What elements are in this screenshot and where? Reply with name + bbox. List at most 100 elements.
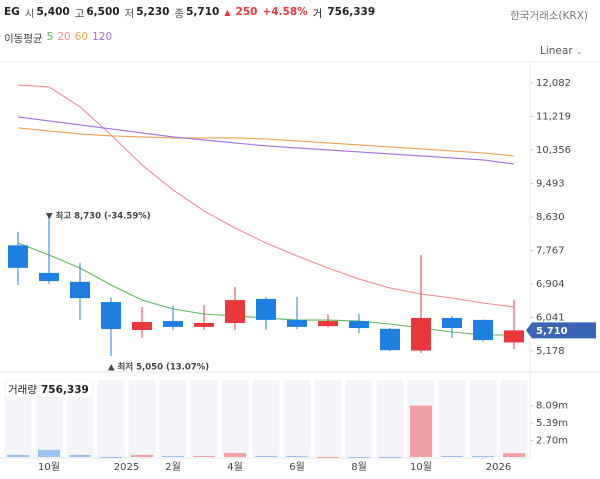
volume-column [345, 380, 373, 457]
volume-bar [224, 452, 246, 457]
field-label: 저 [124, 8, 135, 20]
change: 250 [235, 6, 258, 18]
volume-bar [317, 456, 339, 458]
annotation: ▼ 최고 8,730 (-34.59%) [46, 211, 151, 222]
field-label: 고 [74, 8, 85, 20]
chevron: ⌄ [575, 47, 583, 56]
y-tick-label: 7,767 [536, 245, 565, 256]
volume-title: 거래량 756,339 [8, 384, 89, 396]
legend-entry: 5 [46, 31, 54, 43]
quote-field: 종 5,710 [174, 6, 219, 21]
y-tick-label: 12,082 [536, 78, 571, 89]
y-tick-label: 6,041 [536, 313, 565, 324]
field-label: 시 [24, 8, 35, 20]
volume-bar [503, 453, 525, 457]
quote-fields: 시 5,400 고 6,500 저 5,230 종 5,710 [25, 6, 220, 21]
candle-body [287, 319, 307, 327]
symbol: EG [4, 6, 20, 18]
volume-bar [7, 454, 29, 457]
y-tick-label: 2.70m [536, 436, 568, 447]
candle-body [39, 272, 59, 282]
volume-column [221, 380, 249, 457]
y-tick-label: 11,219 [536, 111, 571, 122]
candle-body [70, 281, 90, 299]
candle-body [349, 321, 369, 329]
y-tick-label: 5,178 [536, 346, 565, 357]
volume-bar [162, 455, 184, 457]
quote-field: 고 6,500 [75, 6, 120, 21]
volume-bar [100, 456, 122, 458]
candle-body [132, 322, 152, 330]
volume-title-bg [6, 381, 92, 397]
scale-label: Linear [540, 45, 573, 57]
field-label: 종 [174, 8, 185, 20]
field-value: 5,400 [36, 6, 70, 18]
volume-bar [379, 456, 401, 458]
ma-title: 이동평균 [4, 33, 43, 45]
y-tick-label: 9,493 [536, 178, 565, 189]
candle-body [411, 317, 431, 351]
volume-column [252, 380, 280, 457]
volume-bar [472, 455, 494, 457]
legend-entry: 120 [92, 31, 113, 43]
x-tick-label: 2025 [114, 462, 139, 473]
price-tag-label: 5,710 [536, 326, 568, 337]
scale-select[interactable]: Linear ⌄ [540, 45, 583, 57]
change-pct: +4.58% [262, 6, 308, 18]
y-tick-label: 10,356 [536, 145, 571, 156]
moving-average [17, 127, 515, 157]
moving-average [17, 116, 515, 165]
candle-body [380, 328, 400, 351]
volume-label: 거 [312, 8, 323, 20]
x-tick-label: 2026 [486, 462, 511, 473]
annotation: ▲ 최저 5,050 (13.07%) [108, 362, 209, 373]
field-value: 6,500 [86, 6, 120, 18]
volume-bar [131, 454, 153, 457]
exchange: 한국거래소(KRX) [510, 10, 588, 22]
moving-average [17, 84, 515, 308]
y-tick-label: 8,630 [536, 212, 565, 223]
field-value: 5,710 [186, 6, 220, 18]
y-tick-label: 8.09m [536, 401, 568, 412]
candle-body [163, 321, 183, 327]
volume-value: 756,339 [327, 6, 376, 18]
volume-column [500, 380, 528, 457]
ma-legend: 이동평균 5 20 60 120 [4, 31, 112, 46]
volume-bar [286, 455, 308, 457]
quote-field: 시 5,400 [25, 6, 70, 21]
candle-body [101, 302, 121, 330]
price-tag [526, 322, 596, 339]
field-value: 5,230 [136, 6, 170, 18]
candle-body [225, 300, 245, 324]
quote-field: 저 5,230 [125, 6, 170, 21]
x-tick-label: 6월 [289, 461, 305, 473]
volume-bar [38, 449, 60, 457]
volume-column [128, 380, 156, 457]
volume-last: 756,339 [41, 384, 89, 396]
volume-bar [69, 454, 91, 457]
x-tick-label: 2월 [165, 461, 181, 473]
y-tick-label: 6,904 [536, 279, 565, 290]
volume-column [469, 380, 497, 457]
candle-body [442, 317, 462, 329]
x-tick-label: 10월 [410, 461, 432, 473]
y-tick-label: 5.39m [536, 418, 568, 429]
candle-body [256, 298, 276, 320]
candle-body [473, 319, 493, 341]
x-tick-label: 8월 [351, 461, 367, 473]
volume-column [190, 380, 218, 457]
legend-entry: 20 [57, 31, 71, 43]
x-tick-label: 4월 [227, 461, 243, 473]
volume-column [376, 380, 404, 457]
volume-bar [255, 455, 277, 457]
candle-body [8, 245, 28, 268]
volume-column [314, 380, 342, 457]
volume-column [159, 380, 187, 457]
volume-bar [410, 405, 432, 457]
volume-bar [348, 456, 370, 458]
volume-bar [193, 455, 215, 457]
volume-title-text: 거래량 [8, 384, 37, 396]
quote-header: EG 시 5,400 고 6,500 저 5,230 종 5,710 ▲ 250 +4.58%… [4, 6, 375, 21]
